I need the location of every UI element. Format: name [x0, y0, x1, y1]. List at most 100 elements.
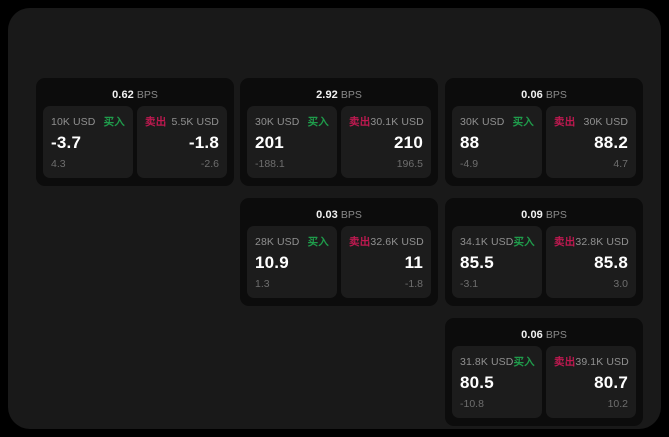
sell-panel[interactable]: 卖出 32.8K USD 85.8 3.0 [546, 226, 636, 298]
quote-card[interactable]: 0.62 BPS 10K USD 买入 -3.7 4.3 卖出 [36, 78, 234, 186]
bps-unit: BPS [136, 89, 158, 101]
card-header: 0.06 BPS [452, 325, 636, 342]
sell-tag: 卖出 [554, 116, 576, 128]
bps-unit: BPS [545, 89, 567, 101]
sell-panel-header: 卖出 30K USD [554, 114, 628, 128]
sell-delta: 3.0 [613, 278, 628, 290]
sell-tag: 卖出 [145, 116, 167, 128]
buy-delta: -3.1 [460, 278, 479, 290]
bps-unit: BPS [340, 209, 362, 221]
bps-unit: BPS [340, 89, 362, 101]
buy-panel-header: 34.1K USD 买入 [460, 234, 535, 248]
sell-size-label: 30.1K USD [370, 116, 424, 128]
sell-price: 85.8 [594, 253, 628, 272]
card-header: 0.06 BPS [452, 85, 636, 102]
sell-panel[interactable]: 卖出 5.5K USD -1.8 -2.6 [137, 106, 227, 178]
buy-panel[interactable]: 28K USD 买入 10.9 1.3 [247, 226, 337, 298]
sell-panel-header: 卖出 30.1K USD [349, 114, 424, 128]
bps-value: 0.09 [521, 209, 543, 221]
buy-delta: 4.3 [51, 158, 66, 170]
card-header: 2.92 BPS [247, 85, 431, 102]
quote-card[interactable]: 0.09 BPS 34.1K USD 买入 85.5 -3.1 卖出 [445, 198, 643, 306]
quote-card[interactable]: 0.06 BPS 31.8K USD 买入 80.5 -10.8 卖出 [445, 318, 643, 426]
sell-panel[interactable]: 卖出 30K USD 88.2 4.7 [546, 106, 636, 178]
sell-price: 88.2 [594, 133, 628, 152]
buy-panel[interactable]: 10K USD 买入 -3.7 4.3 [43, 106, 133, 178]
quote-column-0: 0.62 BPS 10K USD 买入 -3.7 4.3 卖出 [36, 78, 234, 198]
sell-delta: 4.7 [613, 158, 628, 170]
quote-board: 0.62 BPS 10K USD 买入 -3.7 4.3 卖出 [36, 78, 643, 426]
bps-value: 0.62 [112, 89, 134, 101]
buy-size-label: 31.8K USD [460, 356, 514, 368]
buy-panel[interactable]: 34.1K USD 买入 85.5 -3.1 [452, 226, 542, 298]
sell-delta: 10.2 [607, 398, 628, 410]
buy-price: 88 [460, 133, 480, 152]
buy-panel[interactable]: 30K USD 买入 201 -188.1 [247, 106, 337, 178]
sell-price: 11 [404, 253, 423, 272]
sell-panel-header: 卖出 32.6K USD [349, 234, 424, 248]
buy-tag: 买入 [307, 116, 329, 128]
buy-tag: 买入 [513, 356, 535, 368]
sell-panel[interactable]: 卖出 39.1K USD 80.7 10.2 [546, 346, 636, 418]
bps-value: 2.92 [316, 89, 338, 101]
buy-size-label: 34.1K USD [460, 236, 514, 248]
buy-delta: 1.3 [255, 278, 270, 290]
card-sides: 30K USD 买入 201 -188.1 卖出 30.1K USD 210 1… [247, 106, 431, 178]
buy-panel-header: 10K USD 买入 [51, 114, 125, 128]
sell-panel-header: 卖出 5.5K USD [145, 114, 219, 128]
sell-size-label: 30K USD [583, 116, 628, 128]
card-sides: 30K USD 买入 88 -4.9 卖出 30K USD 88.2 4.7 [452, 106, 636, 178]
card-sides: 31.8K USD 买入 80.5 -10.8 卖出 39.1K USD 80.… [452, 346, 636, 418]
buy-price: 10.9 [255, 253, 289, 272]
bps-unit: BPS [545, 209, 567, 221]
sell-panel[interactable]: 卖出 32.6K USD 11 -1.8 [341, 226, 431, 298]
sell-tag: 卖出 [349, 236, 371, 248]
buy-panel-header: 30K USD 买入 [255, 114, 329, 128]
sell-delta: -1.8 [404, 278, 423, 290]
buy-price: -3.7 [51, 133, 82, 152]
sell-size-label: 5.5K USD [171, 116, 219, 128]
buy-size-label: 30K USD [460, 116, 505, 128]
sell-tag: 卖出 [554, 236, 576, 248]
buy-price: 85.5 [460, 253, 494, 272]
sell-tag: 卖出 [554, 356, 576, 368]
sell-price: -1.8 [188, 133, 219, 152]
quote-card[interactable]: 0.06 BPS 30K USD 买入 88 -4.9 卖出 [445, 78, 643, 186]
buy-size-label: 28K USD [255, 236, 300, 248]
card-header: 0.03 BPS [247, 205, 431, 222]
buy-panel-header: 28K USD 买入 [255, 234, 329, 248]
sell-price: 80.7 [594, 373, 628, 392]
buy-tag: 买入 [513, 236, 535, 248]
buy-panel[interactable]: 31.8K USD 买入 80.5 -10.8 [452, 346, 542, 418]
sell-size-label: 32.6K USD [370, 236, 424, 248]
quote-column-2: 0.06 BPS 30K USD 买入 88 -4.9 卖出 [445, 78, 643, 429]
bps-unit: BPS [545, 329, 567, 341]
card-sides: 10K USD 买入 -3.7 4.3 卖出 5.5K USD -1.8 -2.… [43, 106, 227, 178]
buy-panel-header: 30K USD 买入 [460, 114, 534, 128]
app-root: 0.62 BPS 10K USD 买入 -3.7 4.3 卖出 [8, 8, 661, 429]
bps-value: 0.03 [316, 209, 338, 221]
buy-panel[interactable]: 30K USD 买入 88 -4.9 [452, 106, 542, 178]
sell-size-label: 32.8K USD [575, 236, 629, 248]
sell-size-label: 39.1K USD [575, 356, 629, 368]
buy-delta: -10.8 [460, 398, 484, 410]
buy-tag: 买入 [512, 116, 534, 128]
buy-tag: 买入 [103, 116, 125, 128]
quote-card[interactable]: 2.92 BPS 30K USD 买入 201 -188.1 卖出 [240, 78, 438, 186]
sell-delta: -2.6 [200, 158, 219, 170]
buy-delta: -4.9 [460, 158, 479, 170]
bps-value: 0.06 [521, 329, 543, 341]
buy-delta: -188.1 [255, 158, 285, 170]
card-header: 0.09 BPS [452, 205, 636, 222]
card-sides: 34.1K USD 买入 85.5 -3.1 卖出 32.8K USD 85.8… [452, 226, 636, 298]
card-header: 0.62 BPS [43, 85, 227, 102]
quote-column-1: 2.92 BPS 30K USD 买入 201 -188.1 卖出 [240, 78, 438, 318]
quote-card[interactable]: 0.03 BPS 28K USD 买入 10.9 1.3 卖出 [240, 198, 438, 306]
bps-value: 0.06 [521, 89, 543, 101]
buy-size-label: 30K USD [255, 116, 300, 128]
buy-size-label: 10K USD [51, 116, 96, 128]
sell-panel[interactable]: 卖出 30.1K USD 210 196.5 [341, 106, 431, 178]
buy-price: 80.5 [460, 373, 494, 392]
buy-price: 201 [255, 133, 284, 152]
sell-panel-header: 卖出 39.1K USD [554, 354, 629, 368]
